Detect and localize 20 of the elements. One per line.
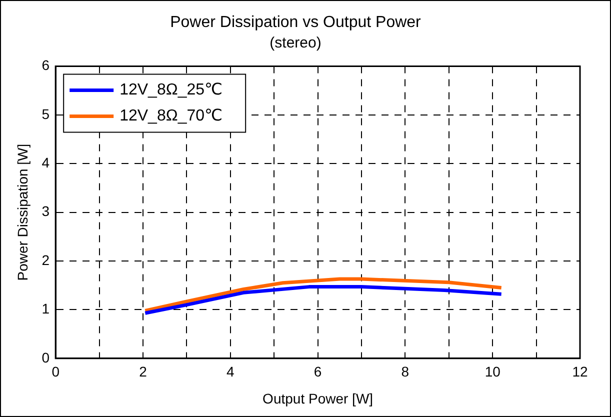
- x-tick-label: 2: [139, 364, 148, 380]
- y-tick-label: 2: [42, 252, 50, 268]
- x-axis-title: Output Power [W]: [262, 390, 374, 406]
- legend-label: 12V_8Ω_25℃: [120, 82, 222, 99]
- y-axis-title: Power Dissipation [W]: [14, 144, 30, 281]
- y-tick-label: 5: [42, 106, 50, 122]
- y-tick-label: 4: [42, 154, 50, 170]
- chart-title: Power Dissipation vs Output Power: [170, 14, 422, 32]
- x-tick-label: 4: [226, 364, 234, 380]
- y-tick-label: 1: [42, 300, 50, 317]
- y-tick-label: 6: [42, 57, 50, 74]
- x-tick-label: 6: [314, 364, 322, 380]
- chart-subtitle: (stereo): [270, 34, 322, 52]
- x-tick-label: 10: [484, 364, 501, 380]
- legend-label: 12V_8Ω_70℃: [120, 108, 222, 125]
- x-tick-label: 12: [572, 364, 588, 380]
- x-tick-label: 0: [52, 364, 60, 380]
- y-tick-label: 0: [42, 349, 50, 366]
- x-tick-label: 8: [401, 364, 410, 380]
- y-tick-label: 3: [42, 203, 50, 220]
